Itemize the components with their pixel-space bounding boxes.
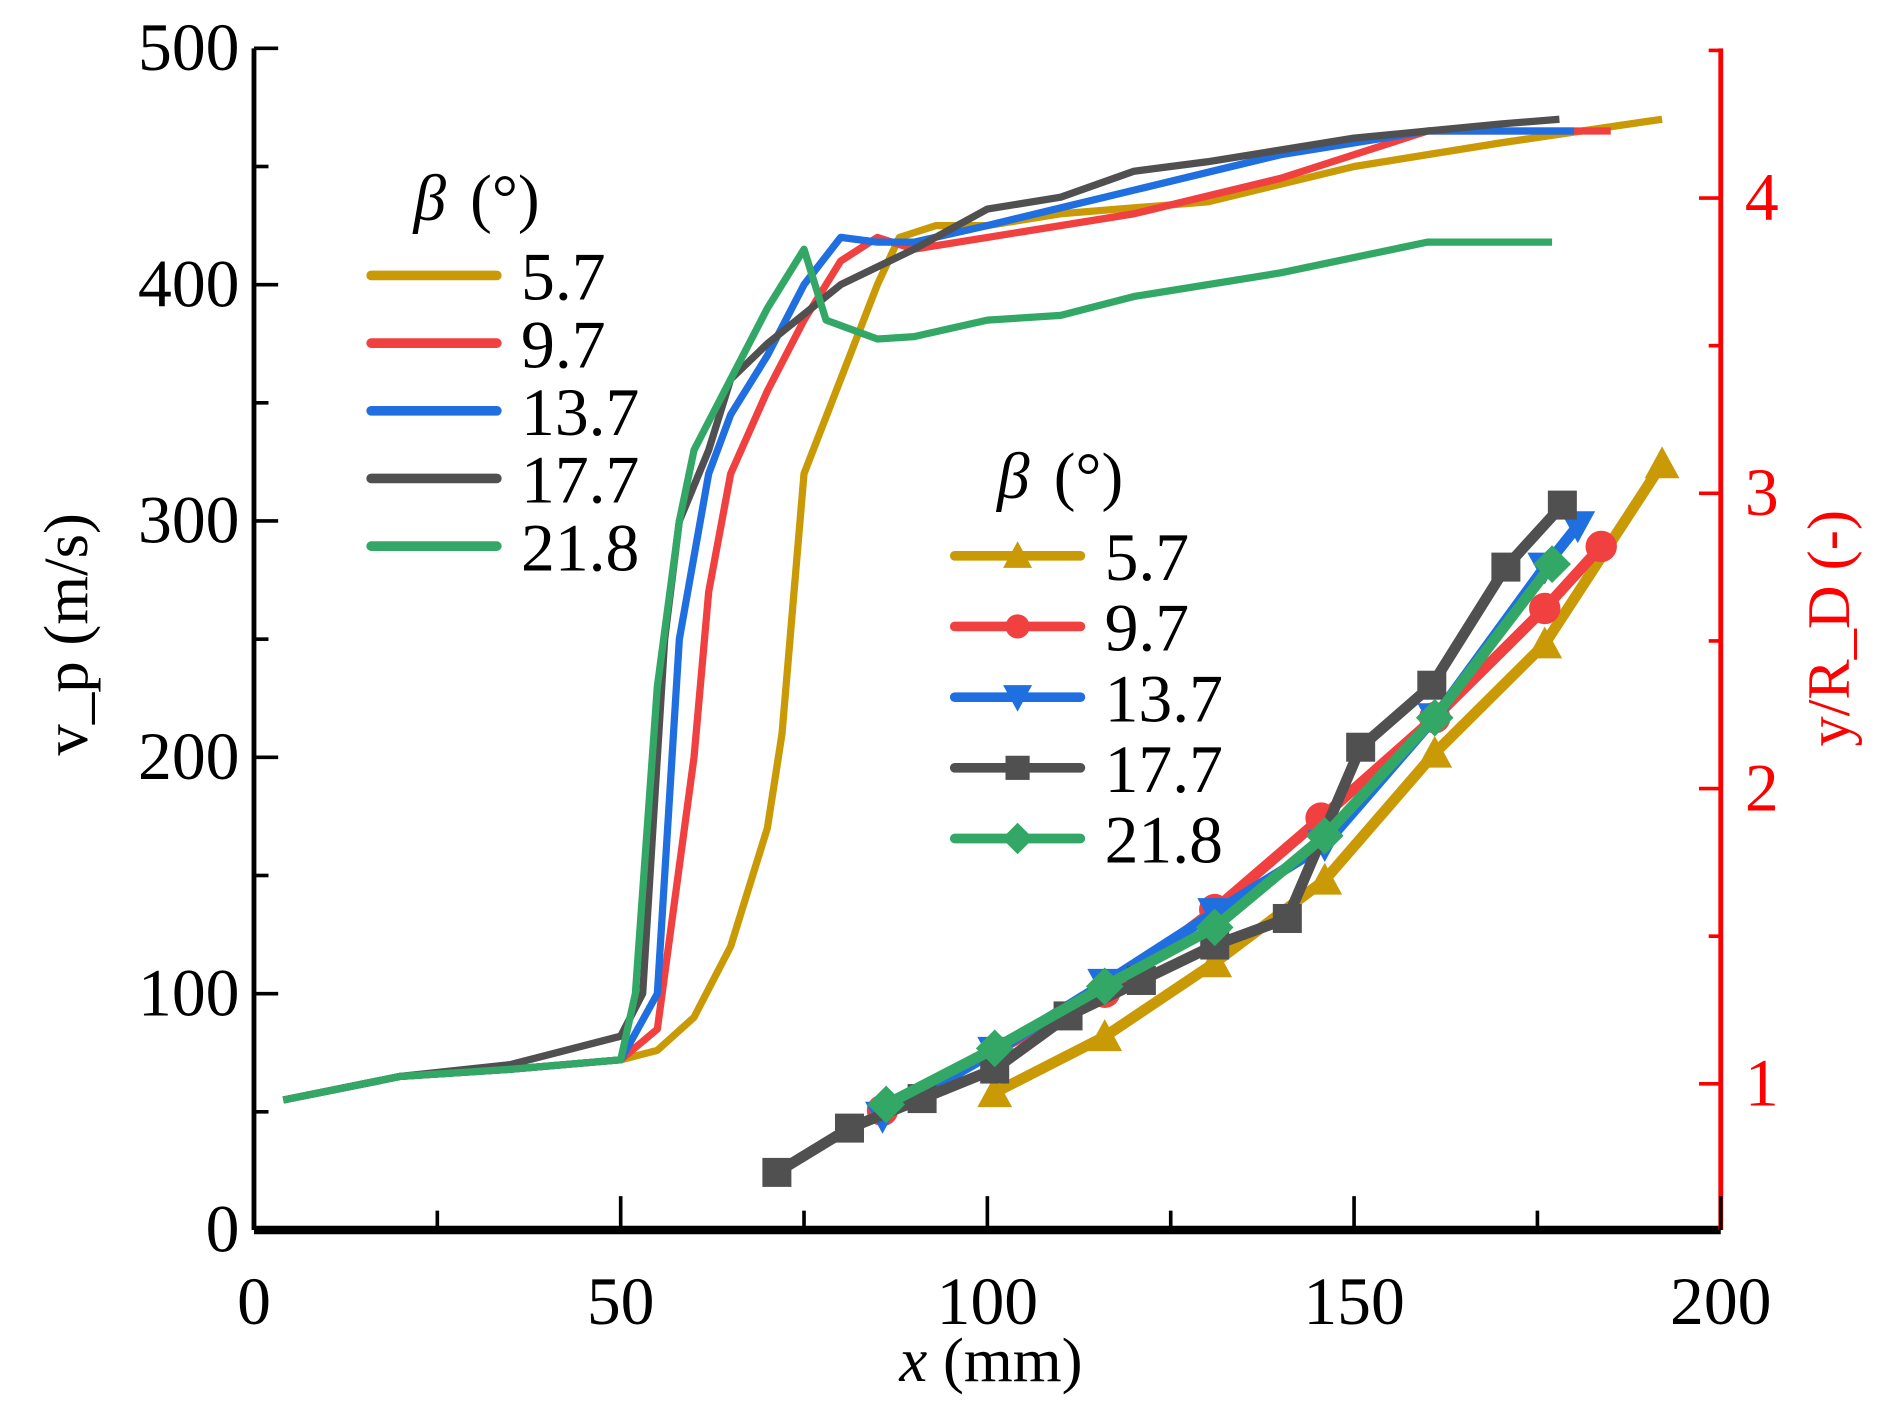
legend-title-symbol: β — [995, 441, 1030, 513]
legend-label: 9.7 — [521, 307, 606, 382]
legend-label: 5.7 — [1105, 520, 1190, 595]
data-layer — [282, 115, 1680, 1187]
data-point — [1346, 732, 1376, 762]
data-point — [1272, 903, 1302, 933]
y-right-tick-label: 2 — [1745, 750, 1779, 825]
data-point — [1417, 670, 1447, 700]
legend-title: β (°) — [995, 441, 1123, 513]
legend-entry-13.7: 13.7 — [366, 375, 639, 450]
y-right-tick-label: 1 — [1745, 1046, 1779, 1121]
data-point — [1585, 530, 1617, 563]
x-tick-label: 200 — [1670, 1264, 1771, 1339]
legend-label: 21.8 — [1105, 803, 1223, 878]
legend-velocity: β (°)5.79.713.717.721.8 — [366, 163, 639, 585]
legend-title-unit: (°) — [1054, 441, 1124, 513]
y-left-tick-label: 0 — [206, 1192, 240, 1267]
position-series-21.8 — [867, 545, 1571, 1124]
data-point — [977, 1075, 1013, 1108]
x-axis-label-unit: (mm) — [943, 1325, 1083, 1395]
data-point — [1307, 862, 1343, 895]
legend-label: 17.7 — [521, 443, 639, 518]
legend-label: 21.8 — [521, 510, 639, 585]
legend-entry-21.8: 21.8 — [949, 803, 1223, 878]
x-axis-label-var: x — [898, 1325, 927, 1395]
axes: 0 50 100 150 200 0 100 200 300 400 500 1 2 3 4 — [138, 10, 1779, 1339]
x-tick-label: 50 — [587, 1264, 655, 1339]
data-point — [1197, 945, 1233, 978]
data-point — [762, 1157, 792, 1187]
legend-title: β (°) — [411, 163, 539, 235]
legend-entry-5.7: 5.7 — [949, 520, 1190, 595]
data-point — [1644, 446, 1680, 479]
legend-marker — [1003, 541, 1033, 568]
y-right-tick-label: 4 — [1745, 160, 1779, 235]
x-tick-label: 150 — [1303, 1264, 1404, 1339]
legend-label: 17.7 — [1105, 732, 1223, 807]
legend-marker — [1003, 685, 1033, 712]
y-left-tick-label: 100 — [138, 955, 239, 1030]
y-left-tick-label: 400 — [138, 246, 239, 321]
legend-entry-17.7: 17.7 — [949, 732, 1223, 807]
x-tick-label: 100 — [937, 1264, 1038, 1339]
legend-marker — [1001, 822, 1034, 855]
legend-title-symbol: β — [411, 163, 446, 235]
y-right-tick-label: 3 — [1745, 455, 1779, 530]
data-point — [1087, 1019, 1123, 1052]
y-left-tick-label: 200 — [138, 719, 239, 794]
data-point — [1417, 735, 1453, 768]
x-axis-label: x (mm) — [898, 1325, 1082, 1395]
data-point — [1491, 552, 1521, 582]
y-left-tick-label: 500 — [138, 10, 239, 85]
data-point — [1529, 592, 1561, 625]
legend-entry-5.7: 5.7 — [366, 240, 606, 315]
data-point — [1415, 698, 1454, 737]
position-series-5.7 — [977, 446, 1680, 1108]
legends: β (°)5.79.713.717.721.8β (°)5.79.713.717.7… — [366, 163, 1223, 878]
legend-entry-13.7: 13.7 — [949, 661, 1223, 736]
data-point — [834, 1113, 864, 1143]
legend-label: 13.7 — [1105, 661, 1223, 736]
legend-position: β (°)5.79.713.717.721.8 — [949, 441, 1223, 878]
velocity-line-17.7 — [282, 115, 1560, 1104]
y-left-axis-label: v_p (m/s) — [31, 513, 101, 756]
legend-entry-9.7: 9.7 — [366, 307, 606, 382]
legend-entry-9.7: 9.7 — [949, 591, 1190, 666]
data-point — [975, 1029, 1014, 1068]
legend-marker — [1005, 614, 1030, 639]
velocity-line-5.7 — [282, 115, 1663, 1104]
data-point — [1305, 816, 1344, 855]
velocity-line-21.8 — [282, 238, 1553, 1104]
legend-label: 9.7 — [1105, 591, 1190, 666]
data-point — [1085, 967, 1124, 1006]
y-left-tick-label: 300 — [138, 483, 239, 558]
legend-label: 13.7 — [521, 375, 639, 450]
legend-label: 5.7 — [521, 240, 606, 315]
data-point — [1527, 626, 1563, 659]
legend-marker — [1005, 755, 1030, 780]
x-tick-label: 0 — [237, 1264, 271, 1339]
legend-entry-21.8: 21.8 — [366, 510, 639, 585]
data-point — [867, 1085, 906, 1124]
y-right-axis-label: y/R_D (-) — [1796, 510, 1863, 747]
legend-title-unit: (°) — [470, 163, 540, 235]
data-point — [1547, 490, 1577, 520]
legend-entry-17.7: 17.7 — [366, 443, 639, 518]
